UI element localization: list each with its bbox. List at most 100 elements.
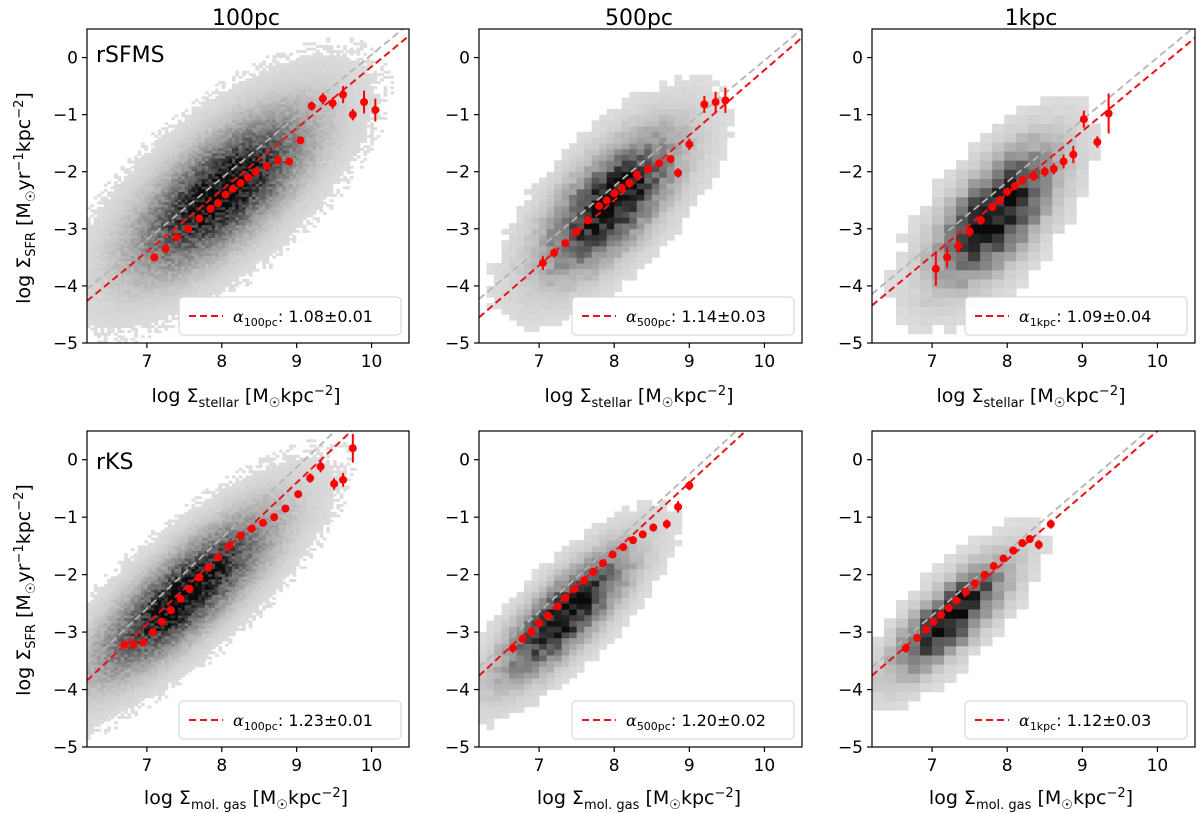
x-tick-label: 7	[141, 756, 152, 776]
point-marker	[970, 579, 979, 588]
point-marker	[1104, 109, 1113, 118]
x-tick-label: 8	[609, 352, 620, 372]
data-point	[944, 603, 953, 612]
point-marker	[339, 475, 348, 484]
data-point	[544, 612, 553, 621]
legend: α1kpc: 1.12±0.03	[964, 700, 1188, 740]
x-tick-label: 7	[141, 352, 152, 372]
point-marker	[262, 162, 271, 171]
data-point	[989, 562, 998, 571]
point-marker	[273, 156, 282, 165]
density-map	[486, 74, 735, 332]
point-marker	[150, 253, 159, 262]
point-marker	[371, 106, 380, 115]
point-marker	[976, 216, 985, 225]
point-marker	[662, 520, 671, 529]
point-marker	[1009, 546, 1018, 555]
point-marker	[206, 204, 215, 213]
x-tick-label: 9	[291, 352, 302, 372]
data-point	[306, 473, 315, 483]
data-point	[619, 543, 628, 552]
data-point	[348, 433, 357, 463]
point-marker	[316, 462, 325, 471]
point-marker	[954, 241, 963, 250]
y-tick-label: −2	[53, 566, 78, 586]
data-point	[285, 157, 294, 166]
point-marker	[649, 523, 658, 532]
point-marker	[721, 96, 730, 105]
point-marker	[598, 559, 607, 568]
x-tick-label: 7	[927, 756, 938, 776]
point-marker	[1093, 138, 1102, 147]
point-marker	[944, 603, 953, 612]
point-marker	[989, 562, 998, 571]
y-tick-label: 0	[852, 49, 863, 69]
data-point	[561, 239, 570, 248]
data-point	[561, 593, 570, 602]
axes-frame	[478, 28, 803, 344]
point-marker	[700, 100, 709, 109]
point-marker	[330, 479, 339, 488]
point-marker	[328, 99, 337, 108]
panel-rks-1kpc: 7 8 9 10 0 −1 −2 −3 −4 −5 α1kpc: 1.12±0.03	[838, 430, 1196, 776]
data-point	[371, 98, 380, 122]
point-marker	[572, 227, 581, 236]
data-point	[214, 199, 223, 208]
legend-label: α500pc: 1.14±0.03	[626, 307, 766, 329]
data-point	[608, 550, 617, 559]
point-marker	[570, 585, 579, 593]
legend-label: α1kpc: 1.09±0.04	[1019, 307, 1151, 329]
data-point	[598, 559, 607, 568]
point-marker	[929, 617, 938, 626]
legend-label: α100pc: 1.23±0.01	[233, 711, 373, 733]
data-point	[965, 226, 974, 237]
data-point	[583, 216, 592, 225]
data-point	[139, 638, 148, 647]
data-point	[1003, 187, 1012, 196]
y-tick-label: −3	[445, 623, 470, 643]
y-tick-label: −5	[445, 738, 470, 758]
y-tick-label: −1	[838, 106, 863, 126]
data-point	[148, 628, 157, 637]
point-marker	[225, 541, 234, 550]
data-point	[281, 504, 290, 513]
data-point	[638, 530, 647, 539]
data-point	[602, 196, 611, 205]
point-marker	[360, 98, 369, 107]
data-point	[1093, 136, 1102, 148]
density-map	[87, 37, 395, 343]
column-title-1kpc: 1kpc	[1005, 6, 1058, 31]
data-point	[1009, 546, 1018, 555]
x-tick-label: 8	[216, 352, 227, 372]
point-marker	[538, 259, 547, 268]
data-point	[176, 594, 185, 603]
data-point	[1034, 540, 1043, 550]
reference-line	[872, 29, 1194, 295]
data-point	[150, 253, 159, 262]
data-point	[296, 136, 305, 145]
point-marker	[339, 90, 348, 99]
point-marker	[544, 612, 553, 621]
point-marker	[221, 190, 230, 199]
point-marker	[931, 264, 940, 273]
point-marker	[561, 239, 570, 248]
y-tick-label: −3	[445, 220, 470, 240]
point-marker	[685, 481, 694, 490]
data-point	[943, 247, 952, 268]
point-marker	[617, 183, 626, 192]
point-marker	[318, 94, 327, 103]
point-marker	[185, 585, 194, 593]
point-marker	[595, 201, 604, 210]
y-tick-label: −4	[53, 681, 78, 701]
point-marker	[270, 513, 279, 522]
point-marker	[608, 550, 617, 559]
reference-line	[87, 431, 337, 666]
data-point	[674, 168, 683, 178]
point-marker	[644, 164, 653, 173]
y-tick-label: 0	[852, 451, 863, 471]
axes-frame	[871, 430, 1196, 748]
data-point	[999, 554, 1008, 563]
data-point	[1010, 182, 1019, 190]
row-label-rks: rKS	[96, 450, 133, 475]
